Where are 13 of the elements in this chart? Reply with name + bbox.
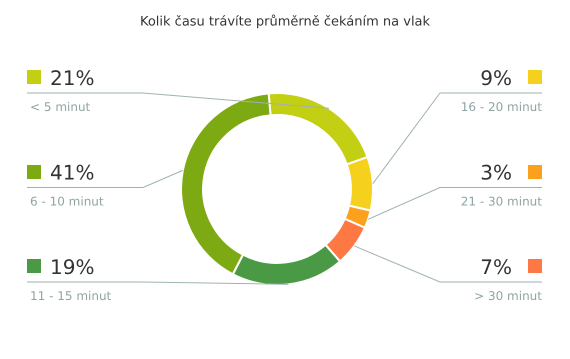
slice-label: < 5 minut [30, 100, 91, 114]
slice-label: 6 - 10 minut [30, 194, 104, 208]
data-label: 41% [50, 160, 94, 184]
data-label: 7% [480, 255, 512, 279]
slice-label: 21 - 30 minut [460, 194, 542, 208]
data-label: 21% [50, 66, 94, 90]
data-label: 3% [480, 160, 512, 184]
slice-label: > 30 minut [474, 289, 542, 303]
chart-title: Kolik času trávíte průměrně čekáním na vlak [140, 13, 431, 30]
data-label: 19% [50, 255, 94, 279]
data-label: 9% [480, 66, 512, 90]
slice-label: 16 - 20 minut [460, 100, 542, 114]
slice-label: 11 - 15 minut [30, 289, 112, 303]
